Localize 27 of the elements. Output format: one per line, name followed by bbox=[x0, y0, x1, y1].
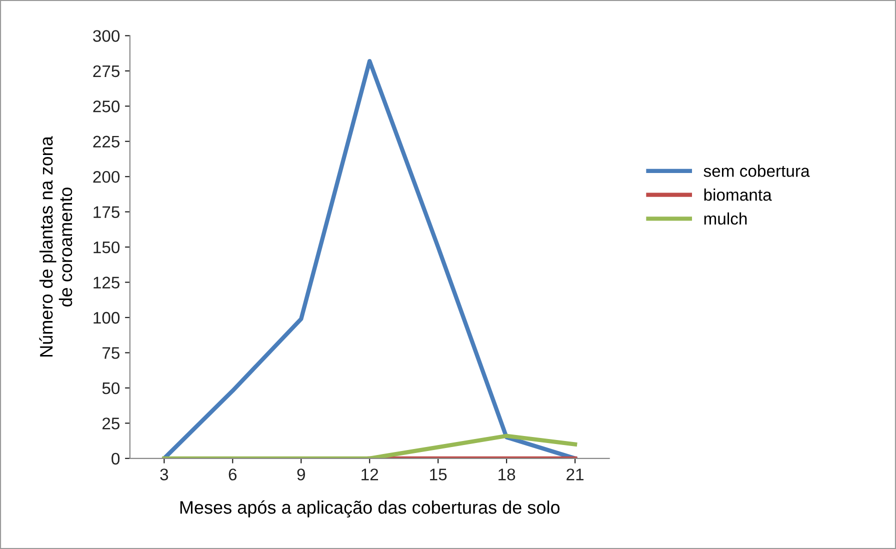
y-tick-label: 0 bbox=[112, 452, 120, 465]
x-tick-label: 21 bbox=[566, 468, 584, 480]
y-tick-label: 150 bbox=[94, 241, 120, 254]
y-axis-title: Número de plantas na zona de coroamento bbox=[39, 136, 72, 356]
y-tick-label: 300 bbox=[93, 30, 120, 42]
y-tick-label: 200 bbox=[93, 170, 120, 183]
line-series bbox=[162, 434, 578, 458]
y-tick-label: 125 bbox=[94, 276, 120, 288]
legend-label: mulch bbox=[704, 212, 747, 225]
legend-label: sem cobertura bbox=[704, 164, 810, 177]
y-tick-label: 100 bbox=[94, 312, 120, 324]
x-tick-label: 18 bbox=[498, 468, 516, 480]
x-tick-label: 12 bbox=[362, 468, 378, 480]
y-tick-label: 50 bbox=[102, 382, 120, 394]
x-tick-label: 3 bbox=[160, 468, 168, 480]
line-series bbox=[162, 58, 578, 458]
x-tick-label: 9 bbox=[297, 468, 305, 480]
y-tick-label: 275 bbox=[93, 65, 120, 78]
y-tick-label: 75 bbox=[102, 347, 120, 359]
legend-label: biomanta bbox=[704, 188, 772, 201]
x-tick-label: 6 bbox=[228, 468, 237, 480]
x-tick-label: 15 bbox=[430, 468, 447, 480]
x-axis-title: Meses após a aplicação das coberturas de solo bbox=[180, 500, 560, 518]
y-tick-label: 175 bbox=[94, 206, 120, 218]
y-tick-label: 25 bbox=[102, 418, 120, 430]
y-tick-label: 250 bbox=[93, 100, 120, 112]
y-tick-label: 225 bbox=[93, 136, 120, 148]
